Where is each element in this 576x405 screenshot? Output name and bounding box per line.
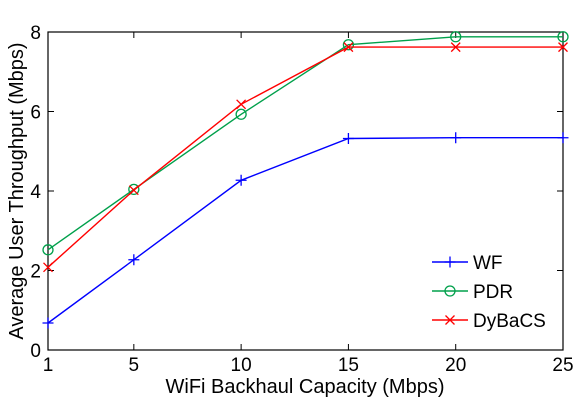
data-point-pdr	[450, 31, 462, 43]
data-point-dybacs	[558, 42, 568, 53]
y-tick-label: 4	[30, 182, 41, 203]
legend-marker-dybacs	[445, 315, 455, 325]
legend-label-dybacs: DyBaCS	[473, 311, 546, 332]
data-point-pdr	[128, 183, 140, 196]
series-pdr	[42, 31, 569, 256]
y-tick-label: 0	[30, 341, 41, 362]
legend-marker-pdr	[444, 285, 456, 297]
data-point-dybacs	[343, 42, 354, 53]
data-point-wf	[128, 254, 140, 266]
data-point-pdr	[235, 108, 247, 120]
y-tick-label: 6	[30, 103, 41, 124]
data-point-dybacs	[128, 185, 139, 196]
series-dybacs	[43, 42, 568, 273]
data-point-wf	[450, 132, 462, 144]
data-point-pdr	[557, 31, 569, 43]
y-axis-title: Average User Throughput (Mbps)	[6, 42, 28, 339]
data-point-dybacs	[450, 42, 461, 53]
x-tick-label: 10	[231, 355, 252, 376]
series-line-dybacs	[47, 46, 563, 268]
y-tick-label: 2	[30, 262, 41, 283]
data-point-wf	[235, 174, 247, 186]
legend-marker-wf	[444, 256, 456, 268]
x-tick-label: 1	[43, 355, 54, 376]
data-point-dybacs	[43, 262, 53, 273]
series-layer	[42, 31, 569, 329]
x-tick-label: 15	[338, 355, 359, 376]
legend-label-pdr: PDR	[473, 282, 513, 303]
data-point-dybacs	[236, 99, 247, 110]
x-tick-label: 20	[445, 355, 466, 376]
x-tick-label: 25	[552, 355, 573, 376]
data-point-pdr	[42, 244, 54, 256]
series-line-wf	[47, 136, 563, 324]
data-point-wf	[42, 317, 54, 329]
series-wf	[42, 132, 569, 329]
legend: WF PDR DyBaCS	[432, 253, 546, 332]
x-axis-title: WiFi Backhaul Capacity (Mbps)	[166, 376, 445, 398]
y-tick-label: 8	[30, 23, 41, 44]
data-point-pdr	[342, 39, 355, 51]
series-line-pdr	[47, 36, 563, 251]
legend-label-wf: WF	[473, 253, 503, 274]
x-tick-label: 5	[129, 355, 140, 376]
data-point-wf	[557, 132, 569, 144]
data-point-wf	[342, 133, 354, 145]
